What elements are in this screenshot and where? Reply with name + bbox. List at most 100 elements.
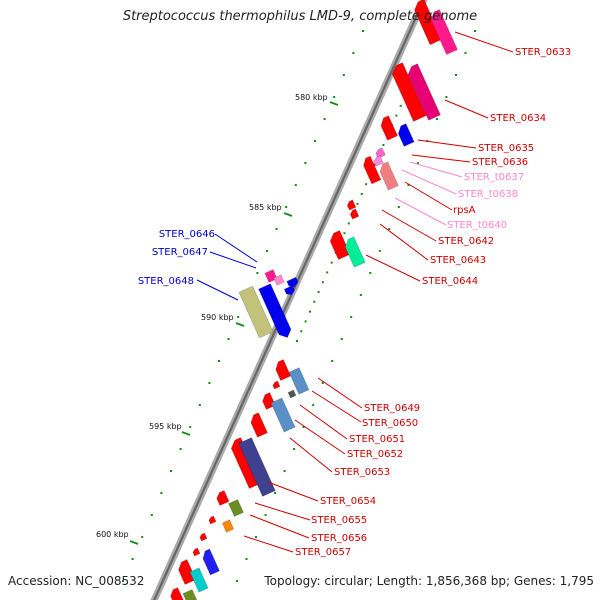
gene-label-ster_0646: STER_0646 [159, 229, 215, 240]
gene-block-26 [221, 519, 235, 533]
leader-line [254, 502, 311, 521]
gene-block-0648b [258, 283, 292, 338]
gene-label-ster_0635: STER_0635 [478, 143, 534, 154]
tick-dot [236, 580, 238, 582]
tick-dot [237, 316, 240, 318]
tick-dot [227, 338, 230, 340]
gene-label-ster_0654: STER_0654 [320, 496, 376, 507]
tick-dot [218, 360, 220, 362]
gene-block-32 [170, 587, 184, 600]
map-title: Streptococcus thermophilus LMD-9, comple… [122, 9, 478, 24]
gene-block-5 [398, 123, 415, 147]
tick-dot [189, 426, 192, 428]
scale-label-585: 585 kbp [249, 203, 282, 212]
gene-block-2 [391, 62, 427, 122]
tick-dot [302, 426, 305, 428]
tick-dot [304, 162, 307, 164]
leader-line [299, 404, 348, 440]
gene-block-27 [199, 532, 208, 542]
tick-dot [300, 330, 303, 333]
scale-labels: 580 kbp 585 kbp 590 kbp 595 kbp 600 kbp [96, 93, 328, 539]
tick-dot [179, 448, 182, 450]
gene-label-ster_t0637: STER_t0637 [464, 172, 524, 183]
tick-dot [150, 514, 153, 516]
tick-dot [365, 183, 368, 186]
gene-block-16 [272, 380, 281, 390]
tick-dot [256, 272, 259, 274]
tick-dot [122, 580, 124, 582]
gene-block-15 [288, 367, 310, 395]
accession-text: Accession: NC_008532 [8, 574, 145, 588]
leader-line [444, 99, 489, 119]
major-tick [129, 540, 139, 545]
gene-label-ster_0634: STER_0634 [490, 113, 546, 124]
genome-stats-text: Topology: circular; Length: 1,856,368 bp… [264, 574, 594, 588]
leader-line [409, 161, 463, 178]
gene-label-ster_0644: STER_0644 [422, 276, 478, 287]
leader-line [454, 31, 514, 53]
leader-line [311, 390, 362, 423]
gene-label-ster_0642: STER_0642 [438, 236, 494, 247]
gene-label-ster_0652: STER_0652 [347, 449, 403, 460]
gene-block-28 [192, 547, 201, 557]
tick-dot [264, 514, 267, 516]
leader-line [267, 481, 319, 502]
tick-dot [464, 52, 467, 54]
tick-dot [333, 96, 336, 98]
gene-label-ster_0656: STER_0656 [311, 533, 367, 544]
tick-dot [314, 140, 316, 142]
leader-line [401, 169, 457, 195]
tick-dot [399, 104, 402, 107]
gene-block-33 [182, 589, 198, 600]
gene-block-11 [349, 208, 360, 220]
gene-label-ster_t0640: STER_t0640 [447, 220, 507, 231]
tick-dot [321, 382, 324, 384]
gene-block-19 [270, 397, 296, 433]
tick-dot [285, 206, 288, 208]
leader-line [249, 514, 310, 539]
genome-backbone [150, 0, 428, 600]
gene-block-20 [250, 412, 268, 438]
tick-dot [435, 118, 438, 120]
leader-line [317, 377, 363, 409]
leader-line [365, 254, 421, 282]
gene-features [170, 0, 458, 600]
tick-dot [340, 338, 343, 340]
tick-dot [160, 492, 163, 494]
gene-block-24 [228, 499, 244, 517]
tick-dot [255, 536, 257, 538]
tick-dot [350, 316, 353, 318]
gene-label-ster_0648: STER_0648 [138, 276, 194, 287]
tick-dot [304, 320, 307, 323]
gene-label-ster_0636: STER_0636 [472, 157, 528, 168]
leader-line [394, 197, 447, 226]
leader-line [417, 139, 477, 149]
tick-dot [388, 228, 391, 230]
scale-label-580: 580 kbp [295, 93, 328, 102]
gene-label-ster_0657: STER_0657 [295, 547, 351, 558]
major-tick [235, 322, 245, 327]
leader-line [411, 154, 471, 163]
gene-block-30 [202, 548, 220, 576]
gene-label-ster_0650: STER_0650 [362, 418, 418, 429]
gene-block-25 [208, 515, 217, 525]
gene-block-22 [238, 437, 276, 497]
leader-line [289, 437, 333, 473]
tick-dot [382, 144, 385, 146]
label-leader-lines [196, 31, 514, 553]
tick-dot [317, 291, 320, 293]
major-tick [329, 101, 339, 106]
gene-block-13 [344, 236, 366, 268]
gene-label-ster_0649: STER_0649 [364, 403, 420, 414]
gene-labels: STER_0633 STER_0634 STER_0635 STER_0636 STER… [138, 47, 571, 558]
tick-dot [283, 470, 286, 472]
gene-block-0647b [283, 285, 295, 295]
tick-dot [407, 184, 410, 186]
gene-label-ster_0653: STER_0653 [334, 467, 390, 478]
gene-block-9 [379, 161, 399, 191]
scale-label-590: 590 kbp [201, 313, 234, 322]
gene-label-ster_0655: STER_0655 [311, 515, 367, 526]
gene-label-ster_t0638: STER_t0638 [458, 189, 518, 200]
